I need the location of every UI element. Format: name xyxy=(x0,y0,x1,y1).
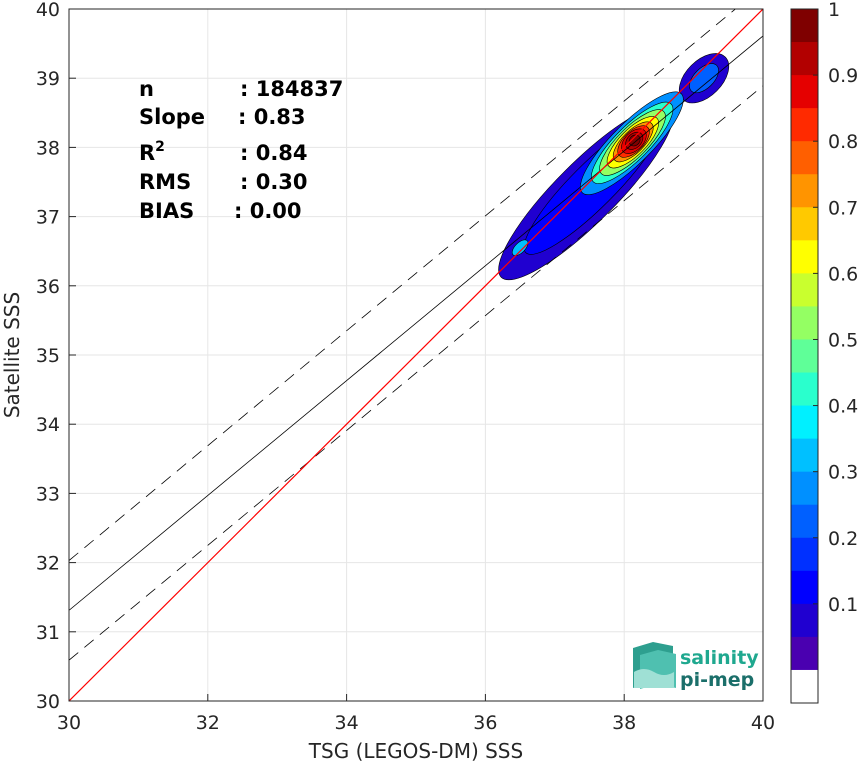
x-axis-ticks: 30 32 34 36 38 40 xyxy=(57,694,775,734)
x-tick-label: 36 xyxy=(473,712,497,734)
colorbar-frame xyxy=(790,8,819,704)
colorbar-swatch xyxy=(791,75,818,109)
rms-band-line xyxy=(69,85,763,661)
colorbar: 1 0.9 0.8 0.7 0.6 0.5 0.4 0.3 0.2 0.1 xyxy=(790,0,858,704)
identity-line xyxy=(69,9,763,701)
y-tick-label: 33 xyxy=(36,483,60,505)
y-tick-label: 39 xyxy=(36,68,60,90)
colorbar-swatch xyxy=(791,339,818,374)
colorbar-swatch xyxy=(791,438,818,473)
x-axis-label: TSG (LEGOS-DM) SSS xyxy=(308,739,523,763)
colorbar-tick-label: 0.3 xyxy=(828,462,858,484)
x-tick-label: 30 xyxy=(57,712,81,734)
stat-key: n xyxy=(139,77,154,101)
colorbar-swatch xyxy=(791,141,818,175)
grid xyxy=(69,9,763,701)
colorbar-tick-label: 0.6 xyxy=(828,263,858,285)
fit-line xyxy=(69,35,763,611)
colorbar-swatch xyxy=(791,273,818,307)
reference-lines xyxy=(69,9,763,701)
colorbar-tick-label: 0.8 xyxy=(828,131,858,153)
y-axis-ticks: 30 31 32 33 34 35 36 37 38 39 40 xyxy=(36,0,76,713)
stat-value: : 0.00 xyxy=(234,199,302,223)
colorbar-tick-label: 0.5 xyxy=(828,329,858,351)
colorbar-swatch xyxy=(791,636,818,671)
stat-value: : 0.84 xyxy=(240,141,308,165)
density-contours xyxy=(498,53,730,281)
x-tick-label: 32 xyxy=(196,712,220,734)
density-contour-peak xyxy=(628,134,641,147)
colorbar-swatch xyxy=(791,207,818,241)
y-tick-label: 31 xyxy=(36,622,60,644)
logo-line1: salinity xyxy=(680,647,759,669)
colorbar-swatch xyxy=(791,537,818,572)
y-tick-label: 38 xyxy=(36,137,60,159)
density-contour-minor xyxy=(511,239,529,256)
wave-logo-icon xyxy=(633,642,676,689)
stat-key-superscript: 2 xyxy=(155,139,165,155)
stat-value: : 0.83 xyxy=(238,105,306,129)
y-tick-label: 37 xyxy=(36,207,60,229)
stat-value: : 0.30 xyxy=(240,170,308,194)
colorbar-tick-label: 0.2 xyxy=(828,528,858,550)
stat-key: RMS xyxy=(139,170,191,194)
statistics-box: n : 184837 Slope : 0.83 R2 : 0.84 RMS : 0.30 BIA… xyxy=(139,77,343,223)
colorbar-swatch xyxy=(791,9,818,43)
stat-key: Slope xyxy=(139,105,205,129)
y-tick-label: 36 xyxy=(36,276,60,298)
colorbar-swatch xyxy=(791,504,818,539)
y-tick-label: 35 xyxy=(36,345,60,367)
logo-line2: pi-mep xyxy=(680,669,754,691)
colorbar-swatch xyxy=(791,570,818,605)
colorbar-swatch xyxy=(791,372,818,407)
colorbar-tick-label: 0.7 xyxy=(828,197,858,219)
stat-value: : 184837 xyxy=(240,77,343,101)
colorbar-swatch xyxy=(791,471,818,506)
y-tick-label: 40 xyxy=(36,0,60,21)
stat-key: R2 xyxy=(139,139,165,165)
colorbar-swatch xyxy=(791,306,818,340)
x-tick-label: 34 xyxy=(335,712,359,734)
colorbar-tick-label: 0.9 xyxy=(828,65,858,87)
y-tick-label: 32 xyxy=(36,553,60,575)
colorbar-swatch xyxy=(791,669,818,703)
density-contour-tail xyxy=(689,63,719,94)
colorbar-swatch xyxy=(791,405,818,440)
colorbar-swatch xyxy=(791,108,818,142)
colorbar-swatch xyxy=(791,174,818,208)
y-axis-label: Satellite SSS xyxy=(0,292,24,418)
x-tick-label: 40 xyxy=(751,712,775,734)
colorbar-swatch xyxy=(791,240,818,274)
colorbar-tick-label: 0.4 xyxy=(828,396,858,418)
y-tick-label: 30 xyxy=(36,691,60,713)
y-tick-label: 34 xyxy=(36,414,60,436)
colorbar-tick-label: 0.1 xyxy=(828,594,858,616)
stat-key: BIAS xyxy=(139,199,194,223)
plot-area xyxy=(69,9,763,701)
x-tick-label: 38 xyxy=(612,712,636,734)
salinity-pi-mep-logo: salinity pi-mep xyxy=(633,642,759,691)
colorbar-swatch xyxy=(791,603,818,638)
colorbar-swatch xyxy=(791,42,818,76)
colorbar-tick-label: 1 xyxy=(828,0,840,21)
rms-band-line xyxy=(69,9,737,561)
